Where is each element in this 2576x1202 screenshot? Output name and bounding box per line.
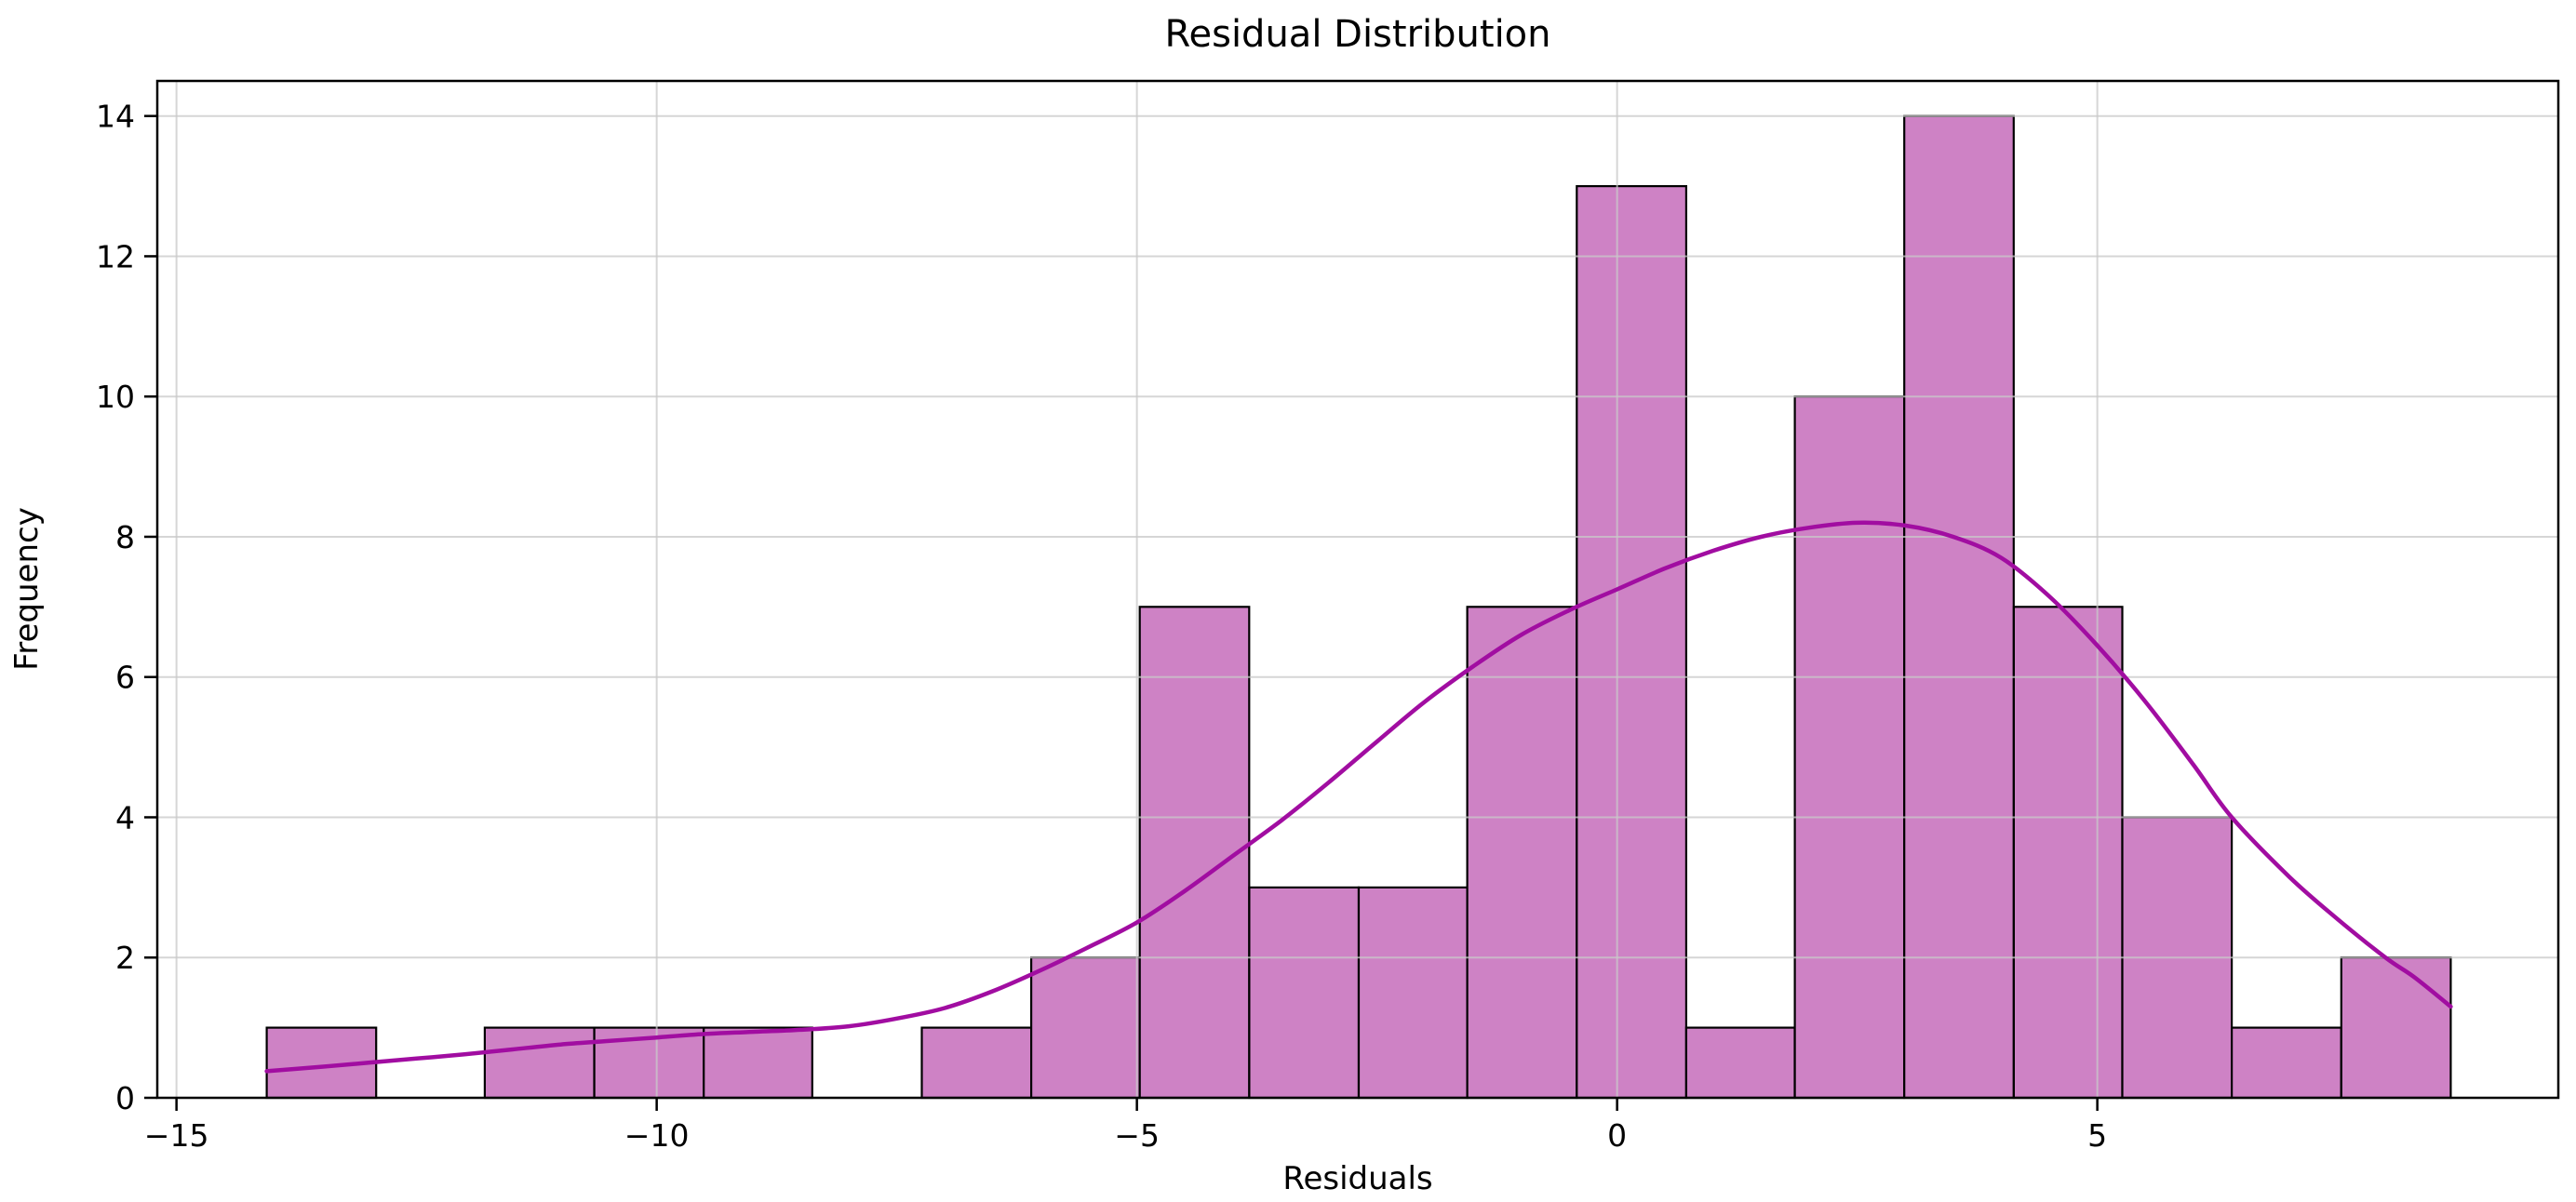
histogram-bar xyxy=(1466,606,1578,1100)
y-tick-label: 4 xyxy=(115,799,135,835)
grid-lines xyxy=(157,81,2558,1098)
kde-curve xyxy=(264,520,2453,1074)
y-axis-label: Frequency xyxy=(8,507,46,671)
histogram-bar xyxy=(1248,886,1361,1100)
y-tick-label: 10 xyxy=(96,379,135,415)
histogram-bar xyxy=(1903,114,2015,1100)
y-tick-label: 0 xyxy=(115,1080,135,1116)
y-tick-label: 12 xyxy=(96,238,135,274)
histogram-bar xyxy=(2340,956,2452,1100)
histogram-bar xyxy=(920,1026,1033,1100)
histogram-bar xyxy=(1029,956,1141,1100)
y-tick-label: 8 xyxy=(115,519,135,555)
histogram-bar xyxy=(1357,886,1469,1100)
histogram-bar xyxy=(1576,185,1688,1100)
x-tick-label: 0 xyxy=(1607,1117,1627,1154)
x-axis-label: Residuals xyxy=(1282,1160,1432,1197)
histogram-bars xyxy=(265,114,2452,1100)
x-tick-label: −15 xyxy=(144,1117,209,1154)
histogram-bar xyxy=(1684,1026,1796,1100)
histogram-bar xyxy=(1138,606,1251,1100)
y-tick-label: 14 xyxy=(96,99,135,135)
x-tick-label: −10 xyxy=(624,1117,690,1154)
histogram-bar xyxy=(2012,606,2124,1100)
y-tick-label: 6 xyxy=(115,660,135,696)
axes-spines xyxy=(155,79,2560,1100)
tick-labels: −15 −10 −5 0 5 0 2 4 6 8 10 12 14 xyxy=(96,99,2107,1154)
y-tick-label: 2 xyxy=(115,940,135,976)
histogram-bar xyxy=(483,1026,596,1100)
histogram-bar xyxy=(2231,1026,2342,1100)
chart-title: Residual Distribution xyxy=(1165,13,1551,56)
histogram-bar xyxy=(703,1026,813,1100)
tick-marks xyxy=(144,114,2099,1111)
x-tick-label: −5 xyxy=(1114,1117,1160,1154)
histogram-bar xyxy=(1793,395,1906,1100)
x-tick-label: 5 xyxy=(2087,1117,2107,1154)
